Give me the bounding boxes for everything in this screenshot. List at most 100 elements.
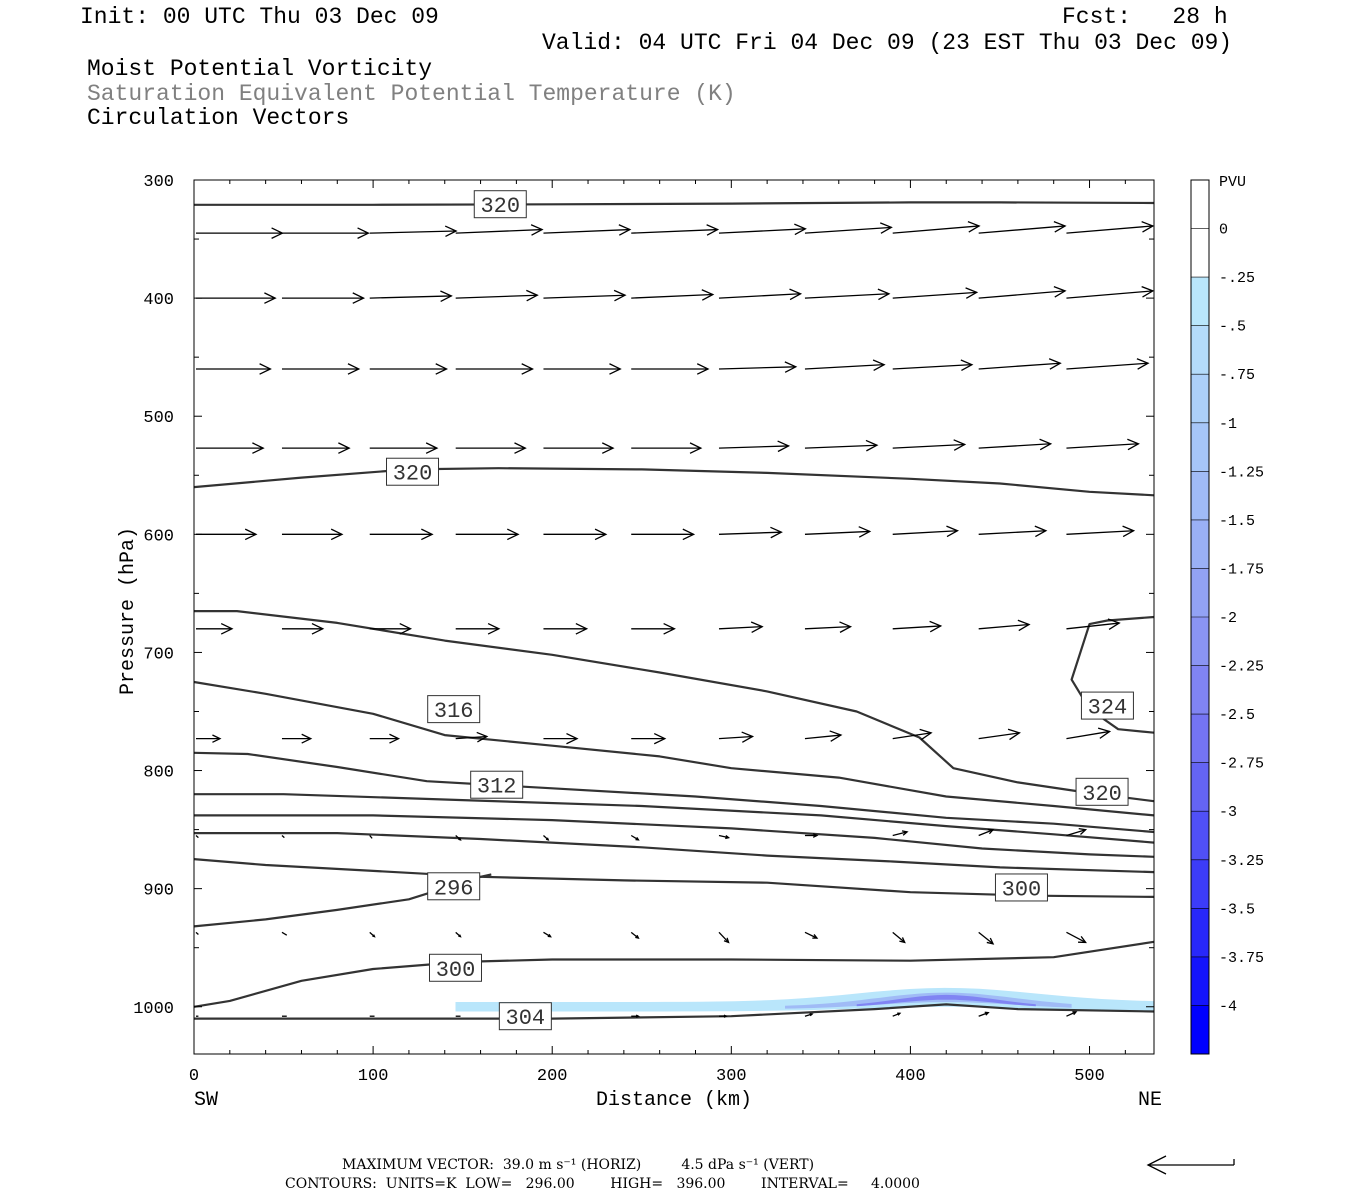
vector-arrowhead: [750, 621, 764, 633]
colorbar-level-label: -1.75: [1219, 561, 1264, 578]
vector-arrowhead: [613, 289, 627, 302]
circulation-vector: [195, 835, 199, 839]
colorbar-swatch: [1191, 374, 1209, 424]
vector-arrowhead: [1048, 358, 1062, 370]
circulation-vector: [804, 293, 889, 299]
vector-arrowhead: [1136, 358, 1150, 370]
circulation-vector: [804, 931, 818, 939]
circulation-vector: [718, 445, 789, 449]
vector-arrowhead: [425, 442, 439, 454]
vector-arrowhead: [741, 731, 755, 743]
colorbar-level-label: -1: [1219, 416, 1237, 433]
vector-arrowhead: [1107, 618, 1121, 630]
vector-arrowhead: [953, 439, 967, 451]
vector-arrowhead: [794, 223, 807, 236]
y-tick-label: 900: [143, 882, 174, 901]
colorbar-level-label: -.75: [1219, 367, 1255, 384]
colorbar-swatch: [1191, 762, 1209, 812]
vector-arrowhead: [965, 287, 979, 299]
circulation-vector: [369, 295, 452, 299]
circulation-vector: [1066, 290, 1153, 299]
colorbar-level-label: 0: [1219, 222, 1228, 239]
colorbar-level-label: -3: [1219, 804, 1237, 821]
field-title-mpv: Moist Potential Vorticity: [87, 56, 433, 82]
contour-label-box: [470, 770, 524, 799]
contour-label-box: [427, 695, 481, 724]
x-axis-end-label-sw: SW: [194, 1089, 218, 1112]
x-tick-label: 300: [716, 1067, 747, 1086]
circulation-vector: [455, 228, 543, 234]
contour-line-320: [194, 610, 1155, 803]
theta-es-contours: [193, 201, 1155, 1020]
y-tick-label: 1000: [133, 1000, 174, 1019]
circulation-vector: [369, 835, 373, 839]
vector-arrowhead: [212, 734, 222, 743]
vector-arrowhead: [220, 623, 234, 635]
vector-arrowhead: [1017, 619, 1031, 632]
x-tick-label: 200: [537, 1067, 568, 1086]
colorbar-swatch: [1191, 908, 1209, 958]
pv-band-mid: [785, 992, 1072, 1009]
vector-arrowhead: [701, 289, 715, 301]
vector-arrowhead: [389, 733, 401, 744]
colorbar-swatch: [1191, 568, 1209, 618]
circulation-vector: [804, 530, 870, 535]
colorbar-level-label: -3.75: [1219, 950, 1264, 967]
vector-arrowhead: [635, 934, 640, 940]
vector-arrowhead: [682, 528, 696, 541]
contour-label-box: [1075, 777, 1129, 806]
vector-arrowhead: [357, 227, 370, 239]
vector-arrowhead: [311, 623, 325, 635]
contour-line-324: [1070, 615, 1155, 734]
vector-arrowhead: [514, 442, 527, 454]
vector-arrowhead: [901, 830, 909, 836]
circulation-vector: [978, 1011, 989, 1017]
circulation-vector: [892, 732, 932, 740]
circulation-vector: [804, 734, 842, 740]
contour-label-box: [386, 457, 440, 486]
colorbar-level-label: -.25: [1219, 270, 1255, 287]
circulation-vector: [718, 626, 763, 630]
reference-vector-arrow: [1146, 1155, 1235, 1175]
valid-time: Valid: 04 UTC Fri 04 Dec 09 (23 EST Thu …: [542, 30, 1233, 56]
x-axis-end-label-ne: NE: [1138, 1089, 1162, 1112]
circulation-vector: [978, 290, 1066, 299]
contour-line-304: [194, 1003, 1155, 1020]
contour-line-300: [193, 940, 1155, 1008]
circulation-vector: [718, 834, 729, 839]
vector-arrowhead: [839, 621, 853, 633]
contour-label-box: [428, 953, 482, 982]
circulation-vector: [718, 366, 796, 370]
contour-line-320: [193, 467, 1155, 497]
circulation-vector: [1066, 362, 1149, 370]
vector-arrowhead: [809, 1012, 814, 1017]
contour-line-unlabeled: [194, 814, 1155, 858]
circulation-vector: [892, 225, 980, 234]
vector-arrowhead: [244, 528, 258, 541]
y-tick-label: 800: [143, 764, 174, 783]
colorbar-swatch: [1191, 277, 1209, 327]
circulation-vector: [804, 444, 877, 449]
colorbar-swatch: [1191, 422, 1209, 472]
vector-arrowhead: [1072, 1011, 1078, 1016]
vector-arrowhead: [960, 359, 974, 372]
circulation-vector: [978, 362, 1061, 370]
vector-arrowhead: [618, 224, 632, 236]
vector-arrowhead: [789, 288, 803, 301]
field-title-circulation: Circulation Vectors: [87, 105, 350, 131]
circulation-vector: [369, 230, 457, 234]
vector-arrowhead: [347, 363, 361, 375]
vector-arrowhead: [301, 733, 313, 744]
vector-arrowhead: [1007, 728, 1021, 741]
vector-arrowhead: [946, 525, 960, 538]
circulation-vector: [630, 931, 639, 939]
vector-arrowhead: [770, 526, 783, 539]
colorbar-swatch: [1191, 1005, 1209, 1055]
colorbar-unit-label: PVU: [1219, 174, 1246, 191]
vector-arrowhead: [929, 620, 943, 633]
colorbar-swatch: [1191, 956, 1209, 1006]
vector-arrowhead: [663, 623, 676, 635]
circulation-vector: [718, 228, 806, 234]
vector-arrowhead: [545, 837, 550, 841]
colorbar-swatch: [1191, 665, 1209, 715]
